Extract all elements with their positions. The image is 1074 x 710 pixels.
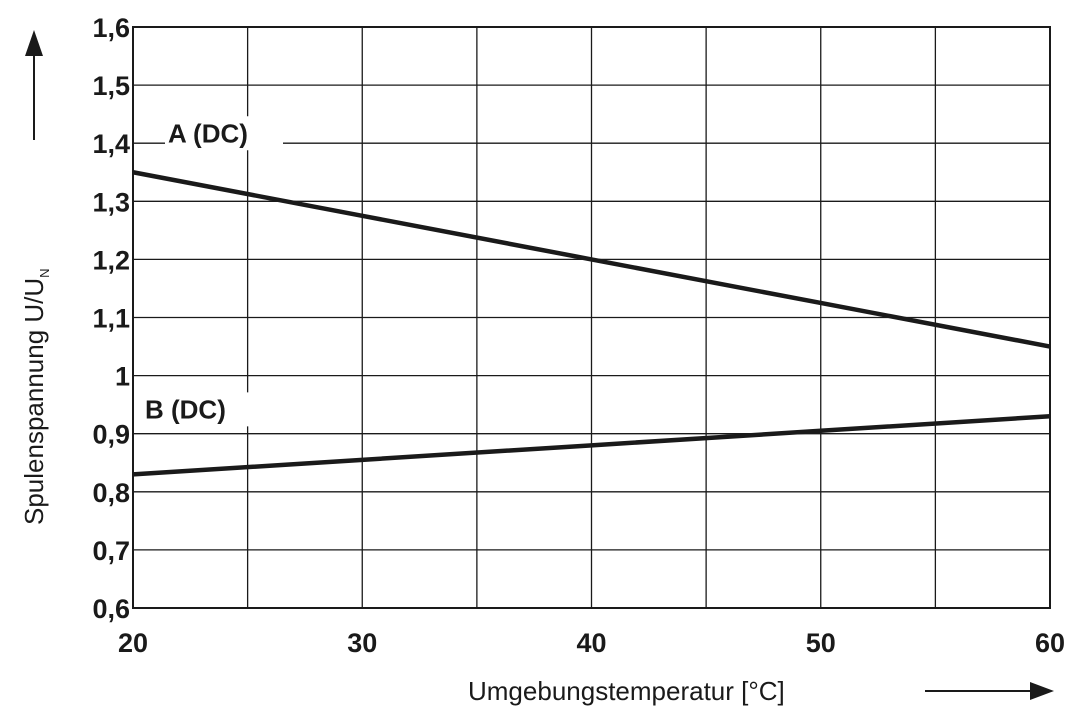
y-tick-labels: 0,6 0,7 0,8 0,9 1 1,1 1,2 1,3 1,4 1,5 1,6 <box>92 13 130 624</box>
y-tick-label: 1,3 <box>92 187 130 217</box>
grid <box>132 26 1051 609</box>
y-tick-label: 1,5 <box>92 71 130 101</box>
y-tick-label: 0,6 <box>92 594 130 624</box>
y-tick-label: 0,7 <box>92 536 130 566</box>
y-axis-label: Spulenspannung U/UN <box>19 268 52 525</box>
y-tick-label: 0,8 <box>92 478 130 508</box>
y-axis-label-main: Spulenspannung U/U <box>19 278 49 525</box>
x-tick-label: 60 <box>1035 628 1065 658</box>
y-tick-label: 0,9 <box>92 420 130 450</box>
x-tick-label: 40 <box>576 628 606 658</box>
x-tick-labels: 20 30 40 50 60 <box>118 628 1065 658</box>
series-label-b: B (DC) <box>145 394 226 424</box>
x-axis-label: Umgebungstemperatur [°C] <box>468 676 785 706</box>
series-label-background <box>142 392 260 427</box>
y-tick-label: 1 <box>115 362 130 392</box>
y-tick-label: 1,2 <box>92 245 130 275</box>
x-axis-arrow-head <box>1030 682 1054 700</box>
plot-frame <box>132 26 1051 609</box>
series-line-a <box>132 170 1051 349</box>
x-tick-label: 30 <box>347 628 377 658</box>
x-tick-label: 50 <box>806 628 836 658</box>
y-tick-label: 1,4 <box>92 129 130 159</box>
y-axis-label-subscript: N <box>37 268 52 277</box>
y-axis-arrow-head <box>25 30 43 56</box>
series-lines <box>132 170 1051 477</box>
series-labels: A (DC) B (DC) <box>142 116 283 427</box>
y-tick-label: 1,6 <box>92 13 130 43</box>
series-label-background <box>165 116 283 151</box>
x-tick-label: 20 <box>118 628 148 658</box>
y-tick-label: 1,1 <box>92 304 130 334</box>
series-label-a: A (DC) <box>168 118 248 148</box>
series-line-b <box>132 414 1051 477</box>
